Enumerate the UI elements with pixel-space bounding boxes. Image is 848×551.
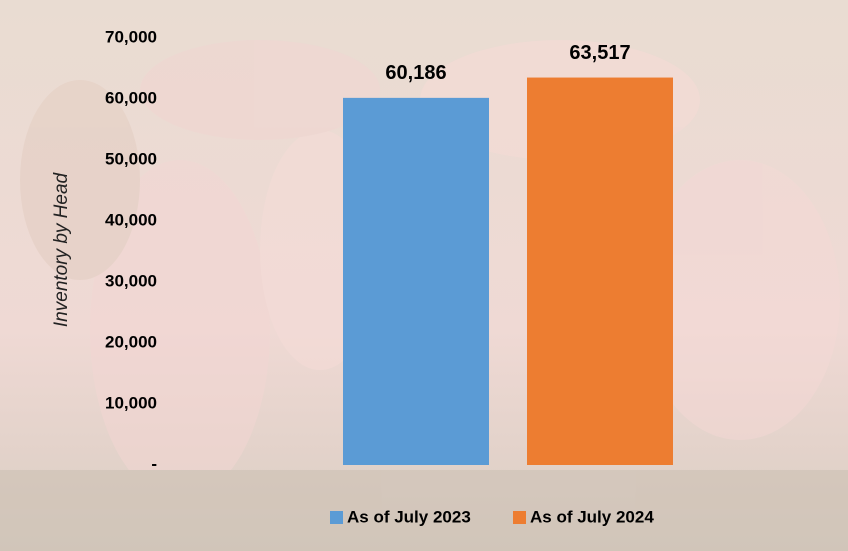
legend-label: As of July 2024 [530,507,654,526]
y-tick-label: 20,000 [105,332,157,351]
value-label: 60,186 [385,62,446,84]
legend-swatch [330,511,343,524]
y-tick-label: 40,000 [105,210,157,229]
y-tick-label: 60,000 [105,88,157,107]
y-axis-title: Inventory by Head [51,171,72,327]
y-tick-label: 50,000 [105,149,157,168]
bar [343,98,489,465]
value-label: 63,517 [569,42,630,64]
chart: Inventory by Head - 10,000 20,000 30,000 40,… [0,0,848,551]
y-tick-label: - [151,454,157,473]
y-tick-label: 70,000 [105,27,157,46]
bar [527,78,673,465]
y-tick-label: 30,000 [105,271,157,290]
y-tick-label: 10,000 [105,393,157,412]
legend-label: As of July 2023 [347,507,471,526]
legend-swatch [513,511,526,524]
